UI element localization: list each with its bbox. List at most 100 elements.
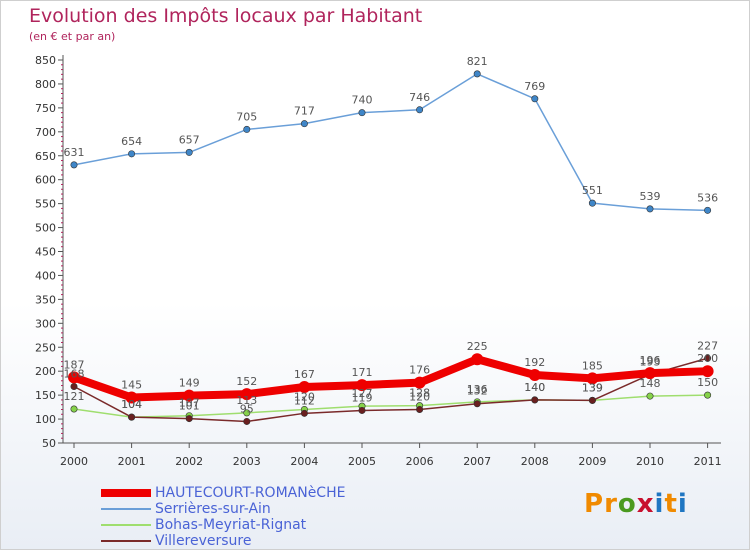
x-tick-label: 2009 [578, 455, 606, 468]
data-label: 196 [640, 354, 661, 367]
data-label: 536 [697, 191, 718, 204]
data-point [185, 415, 193, 423]
data-point [588, 199, 596, 207]
data-point [646, 392, 654, 400]
proxiti-logo: Proxiti [584, 489, 688, 519]
data-label: 139 [582, 381, 603, 394]
data-point [70, 383, 78, 391]
data-label: 128 [409, 387, 430, 400]
legend-swatch [101, 524, 151, 526]
y-tick-label: 450 [35, 246, 56, 259]
data-point [704, 206, 712, 214]
data-label: 149 [179, 377, 200, 390]
data-label: 185 [582, 359, 603, 372]
data-point [125, 391, 138, 404]
data-label: 120 [409, 390, 430, 403]
data-point [701, 365, 714, 378]
data-label: 167 [294, 368, 315, 381]
legend-swatch [101, 508, 151, 510]
data-label: 113 [236, 394, 257, 407]
data-label: 631 [64, 146, 85, 159]
data-label: 145 [121, 379, 142, 392]
y-tick-label: 600 [35, 174, 56, 187]
data-label: 168 [64, 368, 85, 381]
data-label: 95 [240, 402, 254, 415]
y-tick-label: 650 [35, 150, 56, 163]
chart-subtitle: (en € et par an) [29, 30, 116, 43]
data-label: 107 [179, 397, 200, 410]
y-tick-label: 150 [35, 389, 56, 402]
data-label: 227 [697, 339, 718, 352]
data-point [588, 396, 596, 404]
x-tick-label: 2007 [463, 455, 491, 468]
legend-label: Bohas-Meyriat-Rignat [155, 517, 307, 533]
data-point [416, 106, 424, 114]
y-tick-label: 850 [35, 54, 56, 67]
data-label: 192 [524, 356, 545, 369]
data-point [471, 353, 484, 366]
data-label: 132 [467, 385, 488, 398]
y-tick-label: 50 [42, 437, 56, 450]
logo-letter: x [636, 489, 655, 519]
logo-letter: o [617, 489, 637, 519]
data-label: 150 [697, 376, 718, 389]
data-label: 551 [582, 184, 603, 197]
data-label: 717 [294, 105, 315, 118]
data-point [240, 388, 253, 401]
data-label: 104 [121, 398, 142, 411]
y-tick-label: 500 [35, 222, 56, 235]
data-point [128, 150, 136, 158]
data-point [243, 417, 251, 425]
data-label: 127 [352, 387, 373, 400]
legend-label: Villereversure [155, 533, 252, 549]
legend-label: HAUTECOURT-ROMANèCHE [155, 485, 346, 501]
x-tick-label: 2001 [118, 455, 146, 468]
y-tick-label: 750 [35, 102, 56, 115]
data-label: 705 [236, 110, 257, 123]
data-point [183, 389, 196, 402]
data-label: 121 [64, 390, 85, 403]
data-point [243, 409, 251, 417]
data-point [644, 367, 656, 380]
data-point [531, 95, 539, 103]
data-point [416, 405, 424, 413]
legend-label: Serrières-sur-Ain [155, 501, 271, 517]
x-tick-label: 2005 [348, 455, 376, 468]
data-point [128, 413, 136, 421]
x-tick-label: 2011 [694, 455, 722, 468]
logo-letter: i [654, 489, 665, 519]
data-label: 539 [640, 190, 661, 203]
y-tick-label: 400 [35, 269, 56, 282]
data-point [185, 148, 193, 156]
data-label: 200 [697, 352, 718, 365]
series-line [73, 73, 709, 212]
x-tick-label: 2002 [175, 455, 203, 468]
data-point [243, 125, 251, 133]
data-label: 152 [236, 375, 257, 388]
legend-swatch [101, 540, 151, 542]
x-tick-label: 2000 [60, 455, 88, 468]
logo-letter: i [677, 489, 688, 519]
legend-swatch [101, 489, 151, 497]
x-tick-label: 2004 [290, 455, 318, 468]
data-point [646, 205, 654, 213]
logo-letter: t [664, 489, 678, 519]
data-label: 139 [582, 381, 603, 394]
y-tick-label: 350 [35, 293, 56, 306]
x-tick-label: 2006 [406, 455, 434, 468]
data-label: 176 [409, 364, 430, 377]
data-point [298, 380, 311, 393]
y-tick-label: 250 [35, 341, 56, 354]
data-label: 101 [179, 400, 200, 413]
data-point [356, 379, 368, 392]
data-label: 140 [524, 381, 545, 394]
series-line [70, 355, 712, 402]
data-point [586, 372, 599, 385]
data-point [473, 400, 481, 408]
data-point [70, 161, 78, 169]
y-tick-label: 700 [35, 126, 56, 139]
data-point [473, 70, 481, 78]
chart-title: Evolution des Impôts locaux par Habitant [29, 5, 423, 27]
data-label: 119 [352, 391, 373, 404]
